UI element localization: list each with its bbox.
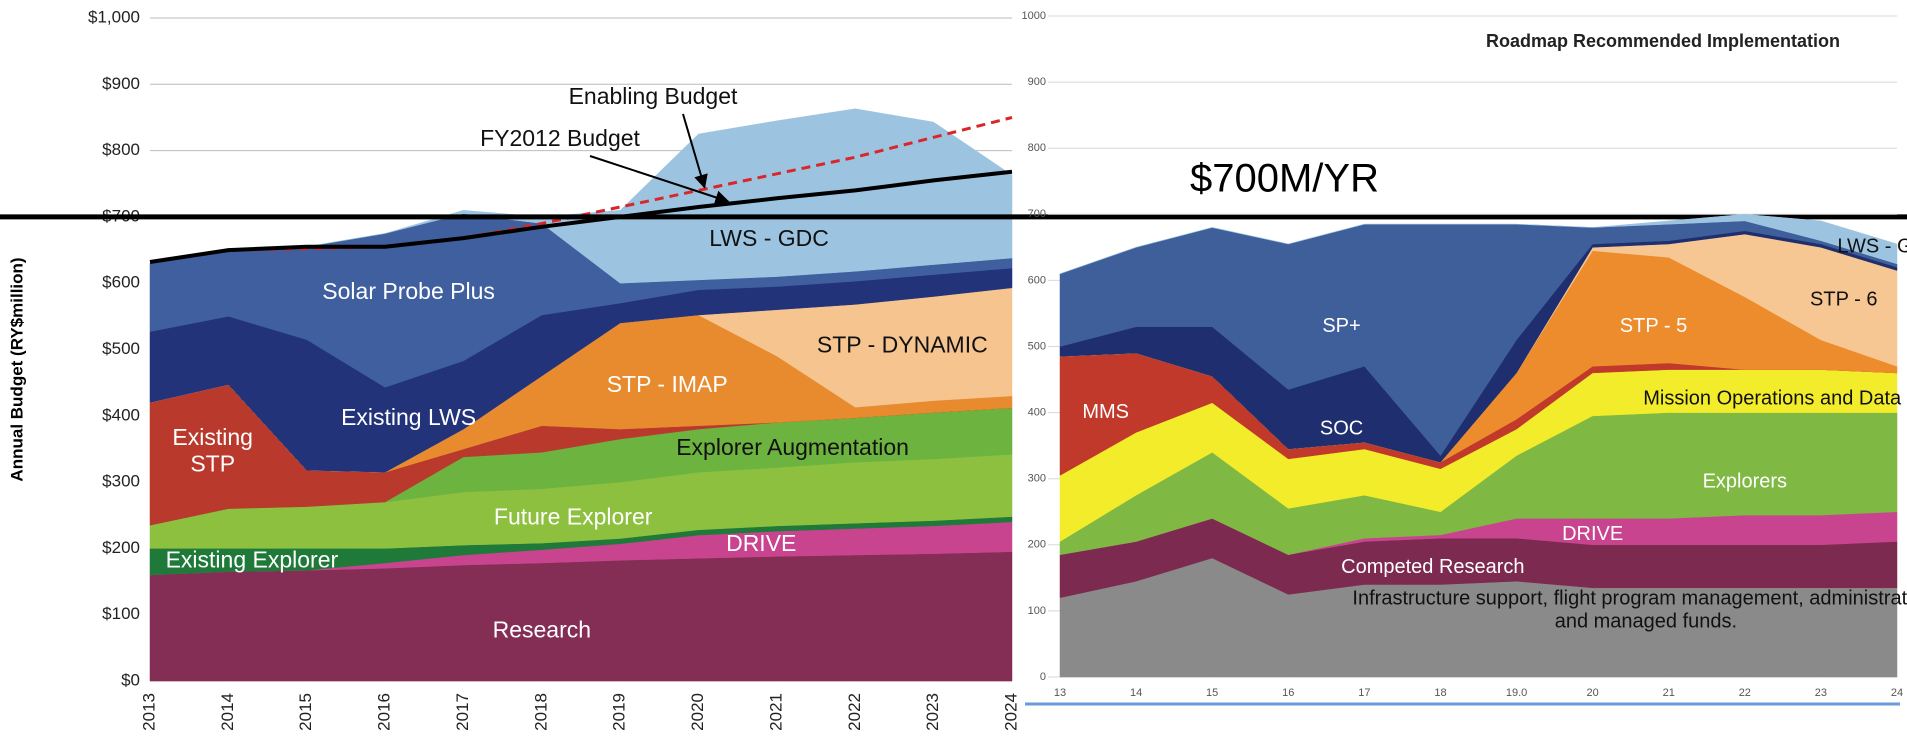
x-tick-label: 2023 [923, 693, 942, 731]
budget-line [149, 169, 1013, 264]
area-label: LWS - GDC [709, 225, 829, 251]
y-tick-label: $0 [121, 670, 140, 689]
y-tick-label: $600 [102, 273, 140, 292]
y-tick-label: 300 [1028, 473, 1046, 485]
y-tick-label: 200 [1028, 539, 1046, 551]
x-tick-label: 2015 [296, 693, 315, 731]
area-label: STP - DYNAMIC [817, 331, 988, 357]
x-tick-label: 2024 [1001, 693, 1020, 731]
x-tick-label: 2018 [531, 693, 550, 731]
annotation-arrow [589, 155, 730, 205]
x-tick-label: 2022 [845, 693, 864, 731]
x-tick-label: 23 [1815, 687, 1827, 699]
line-annotation: Enabling Budget [569, 83, 738, 109]
reference-label: $700M/YR [1190, 156, 1379, 200]
area-label: Existing Explorer [166, 547, 339, 573]
y-tick-label: 400 [1028, 407, 1046, 419]
area-label: STP - 6 [1810, 289, 1877, 311]
area-segment [1059, 214, 1898, 275]
x-tick-label: 16 [1282, 687, 1294, 699]
x-tick-label: 19.0 [1506, 687, 1527, 699]
y-tick-label: $500 [102, 339, 140, 358]
x-tick-label: 2014 [218, 693, 237, 731]
y-axis-title: Annual Budget (RY$million) [7, 257, 26, 481]
x-tick-label: 18 [1434, 687, 1446, 699]
area-label: Future Explorer [494, 504, 653, 530]
x-tick-label: 15 [1206, 687, 1218, 699]
chart-title: Roadmap Recommended Implementation [1486, 31, 1840, 51]
x-tick-label: 24 [1891, 687, 1903, 699]
x-tick-label: 20 [1587, 687, 1599, 699]
x-tick-label: 2019 [610, 693, 629, 731]
y-tick-label: $900 [102, 74, 140, 93]
area-label: Existing STP [172, 424, 253, 476]
x-tick-label: 17 [1358, 687, 1370, 699]
x-tick-label: 2020 [688, 693, 707, 731]
y-tick-label: 0 [1040, 671, 1046, 683]
y-tick-label: 900 [1028, 76, 1046, 88]
y-tick-label: $200 [102, 538, 140, 557]
y-tick-label: $800 [102, 140, 140, 159]
x-tick-label: 14 [1130, 687, 1142, 699]
area-label: DRIVE [1562, 523, 1623, 545]
y-tick-label: 100 [1028, 605, 1046, 617]
y-tick-label: 800 [1028, 142, 1046, 154]
x-tick-label: 13 [1054, 687, 1066, 699]
y-tick-label: $1,000 [88, 7, 140, 26]
area-label: Explorers [1703, 470, 1787, 492]
y-tick-label: 1000 [1022, 10, 1046, 22]
area-label: Existing LWS [341, 404, 476, 430]
x-tick-label: 2016 [375, 693, 394, 731]
area-label: Infrastructure support, flight program m… [1352, 588, 1907, 633]
x-tick-label: 22 [1739, 687, 1751, 699]
area-label: Competed Research [1341, 556, 1524, 578]
chart-panel: $0$100$200$300$400$500$600$700$800$900$1… [7, 7, 1020, 730]
budget-line [149, 116, 1013, 264]
y-tick-label: 500 [1028, 340, 1046, 352]
area-label: STP - 5 [1620, 315, 1687, 337]
area-label: Explorer Augmentation [676, 434, 909, 460]
x-tick-label: 21 [1663, 687, 1675, 699]
area-label: SP+ [1322, 315, 1360, 337]
y-tick-label: $100 [102, 604, 140, 623]
area-label: Mission Operations and Data Services [1643, 388, 1907, 410]
x-tick-label: 2021 [766, 693, 785, 731]
area-label: STP - IMAP [607, 371, 728, 397]
x-tick-label: 2013 [139, 693, 158, 731]
y-tick-label: $300 [102, 472, 140, 491]
area-label: MMS [1082, 401, 1129, 423]
area-label: Solar Probe Plus [322, 278, 495, 304]
x-tick-label: 2017 [453, 693, 472, 731]
area-label: DRIVE [726, 530, 796, 556]
line-annotation: FY2012 Budget [480, 125, 640, 151]
area-label: Research [493, 616, 591, 642]
area-label: LWS - GDC [1837, 236, 1907, 258]
chart-panel: 0 100 200 300 400 500 600 700 800 900 1000 13 14 15 16… [1022, 10, 1903, 706]
area-label: SOC [1320, 417, 1363, 439]
y-tick-label: 600 [1028, 274, 1046, 286]
y-tick-label: $400 [102, 405, 140, 424]
annotation-arrow [682, 113, 708, 189]
y-tick-label: 700 [1028, 208, 1046, 220]
